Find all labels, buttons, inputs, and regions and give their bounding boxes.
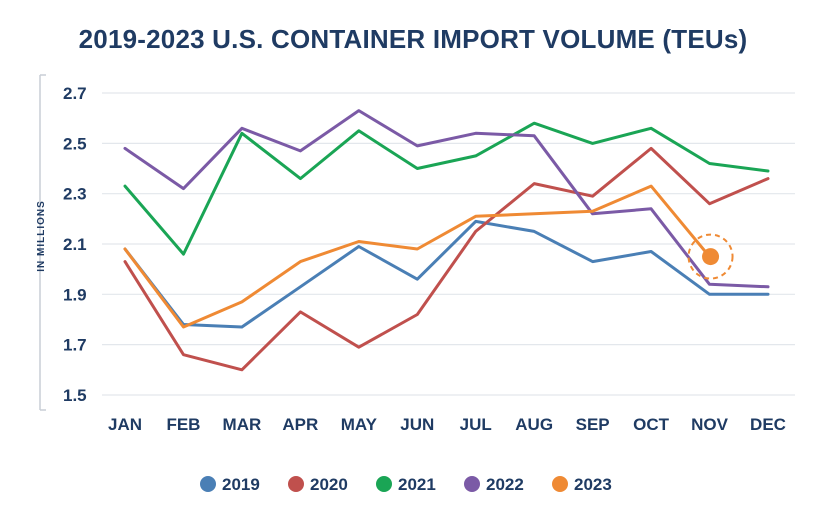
x-tick-label: JUL — [460, 415, 492, 434]
legend-label: 2019 — [222, 475, 260, 494]
legend: 2019 2020 2021 2022 2023 — [200, 475, 612, 494]
x-tick-label: OCT — [633, 415, 670, 434]
x-tick-label: NOV — [691, 415, 729, 434]
y-tick-label: 2.1 — [63, 235, 87, 254]
gridlines — [102, 92, 795, 396]
x-tick-labels: JAN FEB MAR APR MAY JUN JUL AUG SEP OCT NOV DEC — [108, 415, 786, 434]
legend-label: 2021 — [398, 475, 436, 494]
series-line-2022 — [123, 109, 770, 289]
highlight-marker — [687, 233, 734, 280]
x-tick-label: APR — [282, 415, 318, 434]
highlight-ring — [687, 233, 734, 280]
series-line-2021 — [123, 121, 770, 256]
legend-label: 2020 — [310, 475, 348, 494]
legend-swatch-2020 — [288, 476, 304, 492]
legend-swatch-2021 — [376, 476, 392, 492]
x-tick-label: JAN — [108, 415, 142, 434]
legend-swatch-2023 — [552, 476, 568, 492]
x-tick-label: MAR — [223, 415, 262, 434]
chart-title: 2019-2023 U.S. CONTAINER IMPORT VOLUME (… — [79, 24, 748, 54]
y-tick-label: 2.3 — [63, 185, 87, 204]
x-tick-label: DEC — [750, 415, 786, 434]
y-tick-label: 1.5 — [63, 386, 87, 405]
series-line-2023 — [123, 184, 711, 329]
y-tick-labels: 2.7 2.5 2.3 2.1 1.9 1.7 1.5 — [63, 84, 87, 405]
x-tick-label: JUN — [400, 415, 434, 434]
x-tick-label: SEP — [576, 415, 610, 434]
y-tick-label: 2.7 — [63, 84, 87, 103]
legend-swatch-2022 — [464, 476, 480, 492]
legend-label: 2023 — [574, 475, 612, 494]
series-line-2020 — [123, 146, 770, 372]
series-line-2019 — [123, 219, 770, 329]
series-lines — [123, 109, 770, 372]
legend-swatch-2019 — [200, 476, 216, 492]
y-tick-label: 2.5 — [63, 134, 87, 153]
highlight-dot — [702, 248, 720, 266]
legend-label: 2022 — [486, 475, 524, 494]
y-tick-label: 1.7 — [63, 336, 87, 355]
y-tick-label: 1.9 — [63, 285, 87, 304]
x-tick-label: FEB — [166, 415, 200, 434]
x-tick-label: MAY — [341, 415, 378, 434]
y-axis-label: IN MILLIONS — [36, 200, 47, 272]
x-tick-label: AUG — [515, 415, 553, 434]
